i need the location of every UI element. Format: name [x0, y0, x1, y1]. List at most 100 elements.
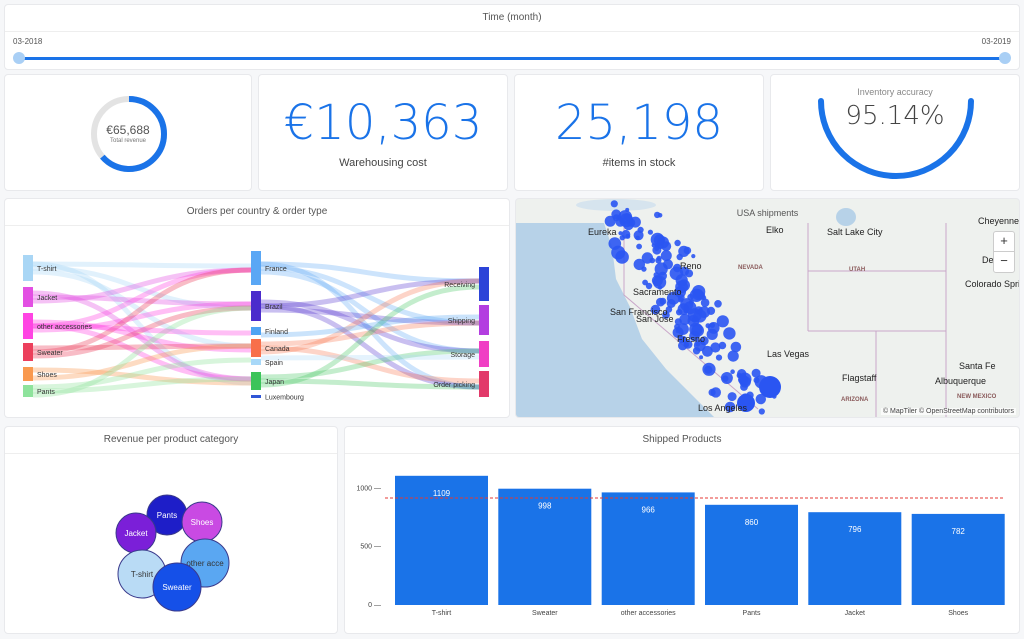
sankey-node-france[interactable]	[251, 251, 261, 285]
shipment-dot[interactable]	[654, 245, 660, 251]
shipment-dot[interactable]	[619, 235, 625, 241]
shipment-dot[interactable]	[718, 341, 727, 350]
sankey-node-order-picking[interactable]	[479, 371, 489, 397]
slider-end-handle[interactable]	[999, 52, 1011, 64]
shipment-dot[interactable]	[716, 315, 729, 328]
sankey-node-other-accessories[interactable]	[23, 313, 33, 339]
shipment-dot[interactable]	[650, 304, 661, 315]
sankey-node-spain[interactable]	[251, 359, 261, 365]
shipment-dot[interactable]	[692, 289, 704, 301]
shipment-dot[interactable]	[654, 211, 661, 219]
shipment-dot[interactable]	[637, 226, 644, 233]
shipment-dot[interactable]	[702, 362, 716, 376]
shipment-dot[interactable]	[633, 258, 645, 271]
shipment-dot[interactable]	[679, 266, 690, 276]
shipment-dot[interactable]	[691, 324, 704, 337]
shipment-dot[interactable]	[714, 300, 722, 308]
shipment-dot[interactable]	[653, 272, 660, 278]
shipment-dot[interactable]	[608, 237, 622, 250]
shipment-dot[interactable]	[666, 299, 676, 308]
shipment-dot[interactable]	[710, 342, 721, 353]
bubble-jacket[interactable]: Jacket	[115, 512, 157, 554]
shipment-dot[interactable]	[738, 374, 749, 385]
shipment-dot[interactable]	[675, 274, 688, 287]
shipment-dot[interactable]	[753, 377, 760, 384]
shipment-dot[interactable]	[649, 257, 656, 264]
shipment-dot[interactable]	[625, 207, 630, 212]
sankey-node-t-shirt[interactable]	[23, 255, 33, 281]
sankey-node-finland[interactable]	[251, 327, 261, 335]
shipment-dot[interactable]	[674, 239, 681, 247]
bubble-shoes[interactable]: Shoes	[181, 501, 223, 543]
shipment-dot[interactable]	[689, 299, 694, 305]
shipment-dot[interactable]	[676, 309, 683, 316]
shipment-dot[interactable]	[715, 354, 723, 361]
shipment-dot[interactable]	[727, 392, 737, 402]
shipment-dot[interactable]	[727, 350, 739, 362]
sankey-node-shoes[interactable]	[23, 367, 33, 381]
shipment-dot[interactable]	[678, 297, 684, 303]
bar-pants[interactable]	[705, 504, 798, 605]
shipment-dot[interactable]	[653, 275, 667, 289]
shipment-dot[interactable]	[673, 263, 682, 273]
bar-other-accessories[interactable]	[601, 492, 695, 605]
shipment-dot[interactable]	[700, 298, 710, 307]
zoom-out-button[interactable]: −	[993, 251, 1015, 273]
shipment-dot[interactable]	[660, 250, 672, 262]
shipment-dot[interactable]	[677, 323, 689, 335]
shipment-dot[interactable]	[611, 209, 622, 220]
shipment-dot[interactable]	[759, 376, 781, 398]
shipment-dot[interactable]	[691, 254, 696, 259]
shipment-dot[interactable]	[662, 311, 670, 319]
slider-start-handle[interactable]	[13, 52, 25, 64]
shipment-dot[interactable]	[629, 216, 641, 228]
shipment-dot[interactable]	[698, 306, 710, 318]
shipment-dot[interactable]	[758, 408, 765, 415]
shipment-dot[interactable]	[678, 341, 688, 351]
bubble-sweater[interactable]: Sweater	[152, 562, 202, 612]
shipment-dot[interactable]	[710, 387, 721, 398]
bar-sweater[interactable]	[498, 488, 592, 605]
bar-shoes[interactable]	[911, 513, 1005, 605]
usa-shipments-map[interactable]: Eureka Elko Salt Lake City Cheyenne Reno NEVA…	[516, 199, 1020, 418]
shipment-dot[interactable]	[657, 236, 669, 249]
shipment-dot[interactable]	[695, 341, 701, 347]
shipment-dot[interactable]	[751, 368, 761, 378]
sankey-node-storage[interactable]	[479, 341, 489, 367]
sankey-node-jacket[interactable]	[23, 287, 33, 307]
sankey-node-receiving[interactable]	[479, 267, 489, 301]
shipment-dot[interactable]	[665, 306, 673, 313]
shipment-dot[interactable]	[656, 255, 662, 261]
bar-jacket[interactable]	[808, 512, 902, 605]
shipment-dot[interactable]	[699, 336, 709, 346]
shipment-dot[interactable]	[663, 259, 673, 270]
shipment-dot[interactable]	[674, 318, 682, 326]
shipment-dot[interactable]	[730, 341, 742, 353]
shipment-dot[interactable]	[647, 229, 653, 235]
sankey-node-canada[interactable]	[251, 339, 261, 357]
sankey-node-shipping[interactable]	[479, 305, 489, 335]
shipment-dot[interactable]	[679, 313, 691, 325]
shipment-dot[interactable]	[642, 279, 648, 286]
shipment-dot[interactable]	[645, 282, 653, 290]
sankey-node-brazil[interactable]	[251, 291, 261, 321]
slider-track[interactable]	[19, 57, 1005, 60]
shipment-dot[interactable]	[610, 200, 618, 208]
sankey-node-pants[interactable]	[23, 385, 33, 397]
shipment-dot[interactable]	[691, 317, 697, 323]
shipment-dot[interactable]	[699, 355, 704, 360]
sankey-node-japan[interactable]	[251, 372, 261, 390]
shipment-dot[interactable]	[706, 328, 718, 340]
shipment-dot[interactable]	[683, 301, 697, 315]
shipment-dot[interactable]	[635, 235, 640, 241]
shipment-dot[interactable]	[724, 401, 736, 413]
shipment-dot[interactable]	[678, 245, 690, 257]
shipment-dot[interactable]	[737, 394, 755, 412]
bar-t-shirt[interactable]	[395, 475, 488, 605]
shipment-dot[interactable]	[659, 297, 667, 305]
shipment-dot[interactable]	[692, 347, 701, 355]
shipment-dot[interactable]	[720, 372, 733, 384]
shipment-dot[interactable]	[755, 393, 766, 405]
shipment-dot[interactable]	[723, 327, 736, 340]
sankey-node-luxembourg[interactable]	[251, 395, 261, 398]
